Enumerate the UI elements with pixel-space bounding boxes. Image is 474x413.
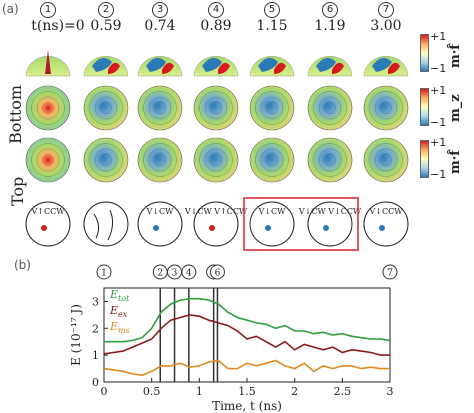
- svg-text:3: 3: [172, 269, 178, 279]
- bottom-disk-4: [193, 85, 239, 131]
- step-marker-b-7: 7: [382, 264, 398, 280]
- step-marker-b-1: 1: [96, 264, 112, 280]
- colorbar-2: [420, 88, 429, 126]
- highlight-box: [243, 197, 359, 251]
- colorbar-symbol-3: m·f̂: [448, 150, 463, 174]
- legend-E_ex: Eex: [109, 304, 128, 319]
- dome-2: [83, 55, 129, 77]
- top-disk-7: [363, 137, 409, 183]
- svg-text:6: 6: [215, 269, 221, 279]
- dome-1: [25, 50, 71, 77]
- series-line-E_ms: [103, 359, 390, 377]
- step-marker-b-4: 4: [181, 264, 197, 280]
- bottom-disk-7: [363, 85, 409, 131]
- dome-7: [363, 55, 409, 77]
- colorbar-max-3: +1: [430, 136, 447, 149]
- step-marker-b-6: 6: [209, 264, 225, 280]
- step-marker-a-7: 7: [378, 2, 394, 18]
- colorbar-3: [420, 140, 429, 178]
- colorbar-max-1: +1: [430, 30, 447, 43]
- time-label-3: 0.74: [144, 18, 176, 34]
- step-marker-a-6: 6: [322, 2, 338, 18]
- top-disk-2: [83, 137, 129, 183]
- colorbar-min-3: −1: [430, 168, 447, 181]
- schematic-2: [83, 201, 129, 247]
- dome-3: [137, 55, 183, 77]
- svg-text:2: 2: [157, 269, 163, 279]
- top-disk-6: [307, 137, 353, 183]
- schematic-label-7: V↓CCW: [369, 207, 404, 216]
- time-label-1: t(ns)=0: [31, 18, 85, 34]
- step-marker-a-4: 4: [208, 2, 224, 18]
- schematic-6: V↓CW V↓CCW: [298, 201, 362, 247]
- time-label-4: 0.89: [200, 18, 232, 34]
- y-tick-label: 3: [92, 295, 99, 308]
- colorbar-min-2: −1: [430, 116, 447, 129]
- legend-E_ms: Ems: [109, 320, 130, 335]
- schematic-label-6: V↓CW V↓CCW: [298, 207, 362, 216]
- time-label-7: 3.00: [370, 18, 402, 34]
- time-label-5: 1.15: [256, 18, 288, 34]
- bottom-disk-6: [307, 85, 353, 131]
- schematic-5: V↓CW: [249, 201, 295, 247]
- step-marker-a-1: 1: [40, 2, 56, 18]
- schematic-label-1: V↑CCW: [31, 207, 66, 216]
- top-disk-4: [193, 137, 239, 183]
- x-tick-label: 2.5: [334, 385, 352, 398]
- dome-5: [249, 55, 295, 77]
- time-label-6: 1.19: [314, 18, 346, 34]
- svg-text:4: 4: [186, 269, 192, 279]
- y-tick-label: 2: [92, 322, 99, 335]
- bottom-disk-2: [83, 85, 129, 131]
- energy-chart: 1234567EtotEexEms00.511.522.530123Time, …: [69, 264, 398, 413]
- step-marker-b-2: 2: [152, 264, 168, 280]
- schematic-label-5: V↓CW: [258, 207, 287, 216]
- x-tick-label: 0.5: [143, 385, 161, 398]
- x-tick-label: 3: [387, 385, 394, 398]
- x-tick-label: 1: [196, 385, 203, 398]
- schematic-label-4: V↓CW V↑CCW: [184, 207, 248, 216]
- panel-a-label: (a): [2, 2, 19, 16]
- schematic-label-3: V↓CW: [146, 207, 175, 216]
- svg-text:1: 1: [101, 269, 107, 279]
- colorbar-min-1: −1: [430, 62, 447, 75]
- bottom-disk-3: [137, 85, 183, 131]
- dome-6: [307, 55, 353, 77]
- dome-4: [193, 55, 239, 77]
- panel-a-image-grid: V↑CCW V↓CW V↓CW V↑CCW V↓CW V↓CW V↓CCW V↓CCW: [25, 50, 409, 251]
- schematic-3: V↓CW: [137, 201, 183, 247]
- y-axis-label: E (10⁻¹⁷ J): [69, 304, 83, 366]
- step-marker-a-2: 2: [98, 2, 114, 18]
- bottom-disk-1: [25, 85, 71, 131]
- panel-b-label: (b): [14, 258, 31, 272]
- series-line-E_tot: [104, 297, 391, 343]
- top-disk-1: [25, 137, 71, 183]
- schematic-7: V↓CCW: [363, 201, 409, 247]
- colorbar-symbol-2: m_z: [448, 94, 463, 122]
- x-tick-label: 2: [291, 385, 298, 398]
- step-marker-a-3: 3: [152, 2, 168, 18]
- schematic-1: V↑CCW: [25, 201, 71, 247]
- step-marker-a-5: 5: [264, 2, 280, 18]
- x-tick-label: 1.5: [238, 385, 256, 398]
- top-disk-5: [249, 137, 295, 183]
- legend-E_tot: Etot: [109, 288, 130, 303]
- colorbar-symbol-1: m·f̂: [448, 44, 463, 68]
- series-line-E_ex: [103, 314, 390, 356]
- step-marker-b-3: 3: [167, 264, 183, 280]
- colorbar-max-2: +1: [430, 84, 447, 97]
- x-tick-label: 0: [101, 385, 108, 398]
- y-tick-label: 1: [92, 349, 99, 362]
- svg-text:7: 7: [387, 269, 393, 279]
- schematic-4: V↓CW V↑CCW: [184, 201, 248, 247]
- top-disk-3: [137, 137, 183, 183]
- colorbar-1: [420, 34, 429, 72]
- y-tick-label: 0: [92, 376, 99, 389]
- bottom-disk-5: [249, 85, 295, 131]
- time-label-2: 0.59: [90, 18, 122, 34]
- x-axis-label: Time, t (ns): [212, 399, 282, 413]
